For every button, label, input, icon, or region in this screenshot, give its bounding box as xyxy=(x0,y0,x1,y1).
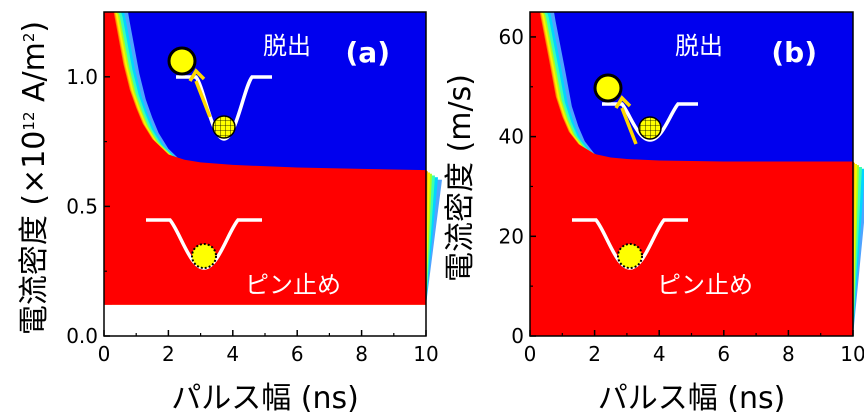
panel-label: (a) xyxy=(346,36,391,69)
escape-arrowhead xyxy=(188,68,206,82)
y-axis-label-part: A/m xyxy=(17,42,52,111)
pinned-particle xyxy=(617,243,643,269)
region-lower xyxy=(530,12,853,336)
x-tick-label: 2 xyxy=(588,342,601,366)
y-axis-label-part: 2 xyxy=(20,33,38,43)
region-lower-edge xyxy=(104,12,112,305)
x-tick-label: 10 xyxy=(840,342,864,366)
y-axis-label-part: ) xyxy=(17,21,52,33)
y-axis-label: 電流密度 (m/s) xyxy=(443,74,478,282)
x-axis-label: パルス幅 (ns) xyxy=(171,381,359,414)
panel-label: (b) xyxy=(771,36,817,69)
y-axis-label-part: 12 xyxy=(20,112,38,131)
x-tick-label: 6 xyxy=(717,342,730,366)
y-tick-label: 0 xyxy=(511,324,524,348)
y-tick-label: 0.5 xyxy=(66,194,98,218)
x-tick-label: 2 xyxy=(162,342,175,366)
region-lower xyxy=(104,12,426,305)
escape-arrow xyxy=(194,80,212,118)
label-escape: 脱出 xyxy=(675,32,723,60)
y-tick-label: 0.0 xyxy=(66,324,98,348)
pinned-site-hatched xyxy=(212,115,236,139)
x-tick-label: 4 xyxy=(226,342,239,366)
panel-a: 脱出 (a) ピン止め 0 2 4 6 8 10 0.0 0.5 1.0 パルス幅 (ns) 電流密度 (… xyxy=(17,11,442,414)
x-tick-label: 4 xyxy=(653,342,666,366)
y-tick-label: 20 xyxy=(499,224,524,248)
y-tick-label: 60 xyxy=(499,25,524,49)
x-tick-label: 0 xyxy=(524,342,537,366)
pinned-site-hatched xyxy=(638,116,662,140)
y-axis-label-part: 電流密度 (×10 xyxy=(17,131,52,336)
escape-arrow xyxy=(620,107,638,145)
label-pinned: ピン止め xyxy=(657,271,753,299)
label-escape: 脱出 xyxy=(263,32,311,60)
x-tick-label: 0 xyxy=(98,342,111,366)
y-tick-label: 1.0 xyxy=(66,65,98,89)
escaped-particle xyxy=(167,46,197,76)
y-axis-label: 電流密度 (×1012 A/m2) xyxy=(17,21,52,335)
region-lower-edge xyxy=(530,12,538,336)
escape-arrowhead xyxy=(614,95,632,109)
y-tick-label: 40 xyxy=(499,125,524,149)
x-tick-label: 8 xyxy=(355,342,368,366)
label-pinned: ピン止め xyxy=(245,271,341,299)
panel-b: 脱出 (b) ピン止め 0 2 4 6 8 10 0 20 40 60 パルス幅 (ns) 電流密度 (m/… xyxy=(443,11,864,414)
x-tick-label: 8 xyxy=(782,342,795,366)
escaped-particle xyxy=(593,73,623,103)
x-axis-label: パルス幅 (ns) xyxy=(598,381,786,414)
potential-well-upper xyxy=(602,102,698,142)
pinned-particle xyxy=(191,243,217,269)
x-tick-label: 10 xyxy=(413,342,438,366)
potential-well-upper xyxy=(176,75,272,141)
empty-region xyxy=(104,304,426,336)
x-tick-label: 6 xyxy=(291,342,304,366)
